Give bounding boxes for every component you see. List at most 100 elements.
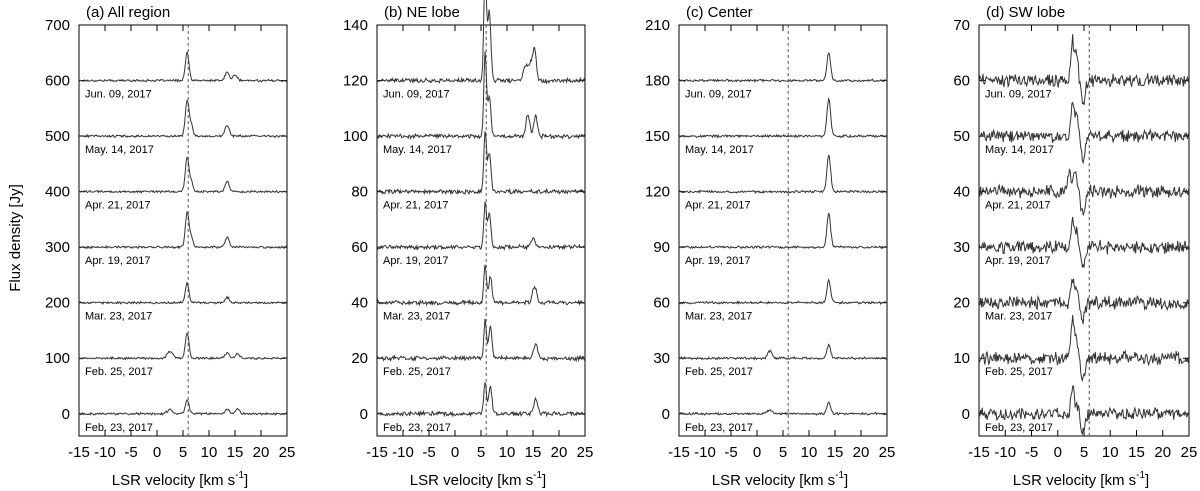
panel-d-y-tick-label: 20 (953, 295, 970, 312)
panel-c-y-tick-label: 90 (653, 239, 670, 256)
panel-c-spectrum (678, 154, 888, 194)
panel-d-x-tick-label: 25 (1181, 444, 1198, 461)
panel-b-x-tick-label: 0 (451, 444, 459, 461)
panel-d-x-axis-label-sup: -1 (1136, 470, 1145, 481)
panel-a-date-label: Feb. 23, 2017 (85, 422, 153, 434)
panel-a-y-tick-label: 400 (45, 184, 70, 201)
panel-c-y-tick-label: 180 (645, 73, 670, 90)
panel-c-date-label: Jun. 09, 2017 (685, 89, 752, 101)
panel-a-date-label: Jun. 09, 2017 (85, 89, 152, 101)
panel-d-y-tick-label: 40 (953, 184, 970, 201)
panel-b-y-tick-label: 80 (351, 184, 368, 201)
panel-d-date-label: Apr. 21, 2017 (985, 200, 1050, 212)
panel-c-date-label: Feb. 25, 2017 (685, 366, 753, 378)
panel-d-x-tick-label: 5 (1080, 444, 1088, 461)
panel-b-date-label: Apr. 21, 2017 (383, 200, 448, 212)
panel-c-x-tick-label: -10 (694, 444, 716, 461)
panel-a-y-tick-label: 700 (45, 17, 70, 34)
panel-a-date-label: Apr. 19, 2017 (85, 255, 150, 267)
panel-a-x-tick-label: 25 (279, 444, 296, 461)
svg-text:LSR velocity [km s-1]: LSR velocity [km s-1] (712, 470, 848, 489)
panel-b-y-tick-label: 60 (351, 239, 368, 256)
panel-a-date-label: Mar. 23, 2017 (85, 311, 152, 323)
panel-d-spectrum (978, 34, 1190, 105)
panel-c-x-axis-label-sup: -1 (835, 470, 844, 481)
panel-c-y-tick-label: 120 (645, 184, 670, 201)
panel-c-date-label: Feb. 23, 2017 (685, 422, 753, 434)
panel-b-spectrum (376, 131, 586, 196)
panel-a-date-label: Apr. 21, 2017 (85, 200, 150, 212)
panel-b-title: (b) NE lobe (384, 4, 460, 21)
panel-c-x-axis-label: LSR velocity [km s-1] (712, 470, 848, 489)
panel-b-date-label: Feb. 25, 2017 (383, 366, 451, 378)
panel-b-x-tick-label: 10 (499, 444, 516, 461)
panel-d-spectrum (978, 385, 1190, 435)
panel-b-x-tick-label: 25 (577, 444, 594, 461)
panel-c-x-tick-label: 10 (801, 444, 818, 461)
panel-c-y-tick-label: 30 (653, 350, 670, 367)
panel-d-x-tick-label: -10 (994, 444, 1016, 461)
panel-a-spectrum (78, 280, 288, 306)
panel-b-spectrum (376, 51, 586, 141)
panel-b-spectrum (376, 0, 586, 85)
panel-d-x-tick-label: 20 (1154, 444, 1171, 461)
panel-d-x-tick-label: 0 (1054, 444, 1062, 461)
panel-d-y-tick-label: 30 (953, 239, 970, 256)
panel-c-x-axis-label-close: ] (844, 472, 848, 489)
panel-a-x-axis-label-close: ] (244, 472, 248, 489)
panel-d-date-label: Feb. 25, 2017 (985, 366, 1053, 378)
panel-b-x-tick-label: -10 (392, 444, 414, 461)
panel-b-y-tick-label: 0 (360, 406, 368, 423)
panel-d-y-tick-label: 60 (953, 73, 970, 90)
panel-c-spectrum (679, 401, 888, 416)
panel-c-y-tick-label: 210 (645, 17, 670, 34)
panel-b-x-tick-label: -15 (366, 444, 388, 461)
panel-d-spectrum (978, 278, 1190, 325)
svg-text:LSR velocity [km s-1]: LSR velocity [km s-1] (112, 470, 248, 489)
panel-a-title: (a) All region (86, 4, 170, 21)
panel-a-date-label: Feb. 25, 2017 (85, 366, 153, 378)
panel-c-spectrum (678, 278, 888, 306)
panel-a-x-axis-label-sup: -1 (235, 470, 244, 481)
panel-b-spectrum (376, 318, 586, 363)
panel-b-y-tick-label: 20 (351, 350, 368, 367)
panel-c-x-tick-label: -15 (668, 444, 690, 461)
panel-d-y-tick-label: 70 (953, 17, 970, 34)
panel-b-x-axis-label-sup: -1 (533, 470, 542, 481)
panel-d-x-tick-label: -15 (968, 444, 990, 461)
panel-b-x-tick-label: 15 (525, 444, 542, 461)
panel-d-x-axis-label: LSR velocity [km s-1] (1013, 470, 1149, 489)
panel-c-spectrum (678, 212, 888, 250)
panel-c-x-tick-label: 20 (853, 444, 870, 461)
panel-d-y-tick-label: 0 (962, 406, 970, 423)
panel-b-spectrum (376, 382, 586, 418)
panel-a-x-tick-label: 5 (179, 444, 187, 461)
panel-a-x-axis-label-main: LSR velocity [km s (112, 472, 235, 489)
panel-d-x-axis-label-close: ] (1145, 472, 1149, 489)
panel-a-x-tick-label: -5 (124, 444, 137, 461)
panel-c-x-tick-label: 15 (827, 444, 844, 461)
panel-c-date-label: Apr. 21, 2017 (685, 200, 750, 212)
panel-d-date-label: Apr. 19, 2017 (985, 255, 1050, 267)
panel-a-y-tick-label: 100 (45, 350, 70, 367)
panel-c: (c) Center LSR velocity [km s-1] -15 -10-… (645, 4, 895, 489)
svg-text:LSR velocity [km s-1]: LSR velocity [km s-1] (1013, 470, 1149, 489)
panel-d-date-label: Mar. 23, 2017 (985, 311, 1052, 323)
panel-b-x-tick-label: -5 (422, 444, 435, 461)
panel-b-date-label: May. 14, 2017 (383, 144, 452, 156)
panel-a-date-label: May. 14, 2017 (85, 144, 154, 156)
panel-b-y-tick-label: 140 (343, 17, 368, 34)
panel-a-x-tick-label: -15 (68, 444, 90, 461)
panel-a-y-tick-label: 200 (45, 295, 70, 312)
panel-a-spectrum (78, 99, 288, 139)
panel-a-spectrum (78, 51, 288, 84)
panel-c-x-axis-label-main: LSR velocity [km s (712, 472, 835, 489)
panel-d-date-label: Feb. 23, 2017 (985, 422, 1053, 434)
panel-d-title: (d) SW lobe (986, 4, 1065, 21)
panel-a-y-tick-label: 500 (45, 128, 70, 145)
panel-c-x-tick-label: 5 (779, 444, 787, 461)
panel-a-x-axis-label: LSR velocity [km s-1] (112, 470, 248, 489)
panel-c-y-tick-label: 0 (662, 406, 670, 423)
panel-c-y-tick-label: 60 (653, 295, 670, 312)
